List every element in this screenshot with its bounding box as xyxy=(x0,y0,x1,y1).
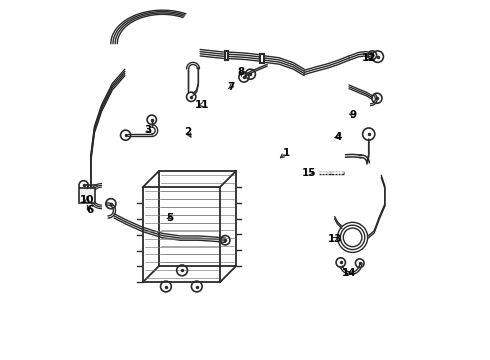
Text: 2: 2 xyxy=(184,127,191,136)
Bar xyxy=(260,54,264,63)
Text: 5: 5 xyxy=(166,213,173,222)
Text: 10: 10 xyxy=(80,195,95,205)
Text: 3: 3 xyxy=(145,125,152,135)
Text: 8: 8 xyxy=(238,67,245,77)
Bar xyxy=(224,51,228,60)
Text: 13: 13 xyxy=(327,234,342,244)
Text: 11: 11 xyxy=(195,100,209,110)
Text: 12: 12 xyxy=(362,53,376,63)
Text: 15: 15 xyxy=(302,168,317,178)
Text: 1: 1 xyxy=(283,148,290,158)
Text: 6: 6 xyxy=(86,206,94,216)
Text: 7: 7 xyxy=(227,82,234,92)
Text: 14: 14 xyxy=(342,268,356,278)
Text: 9: 9 xyxy=(349,111,356,121)
Text: 4: 4 xyxy=(335,132,342,142)
Bar xyxy=(79,188,96,203)
